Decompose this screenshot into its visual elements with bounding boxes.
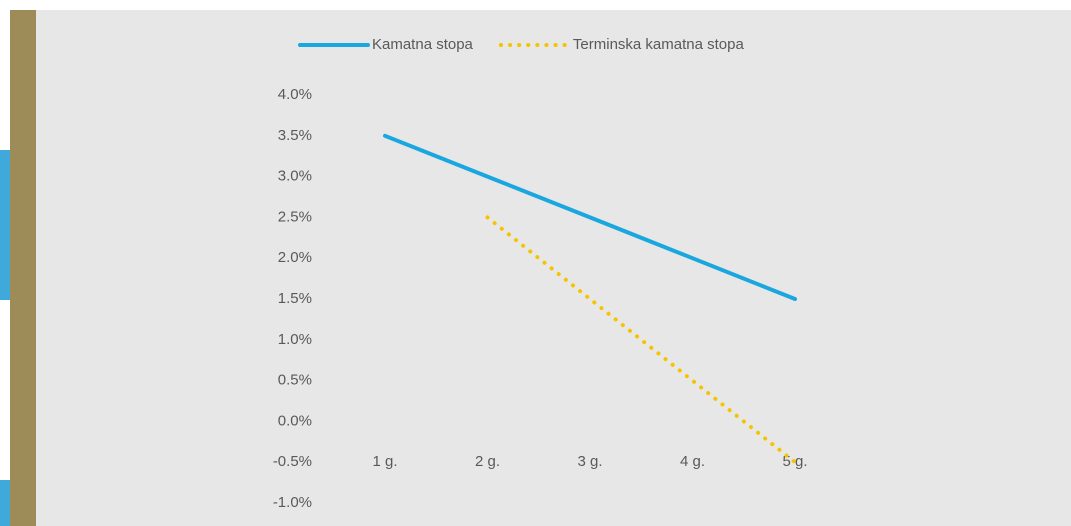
- x-tick-label: 4 g.: [680, 453, 705, 470]
- y-tick-label: 2.0%: [278, 249, 312, 266]
- x-tick-label: 2 g.: [475, 453, 500, 470]
- legend-label: Terminska kamatna stopa: [573, 36, 745, 53]
- series-line: [485, 215, 797, 465]
- x-tick-label: 3 g.: [577, 453, 602, 470]
- y-tick-label: -0.5%: [273, 453, 312, 470]
- x-tick-label: 1 g.: [372, 453, 397, 470]
- series-line: [383, 133, 797, 301]
- y-tick-label: 4.0%: [278, 86, 312, 103]
- y-tick-label: 0.5%: [278, 372, 312, 389]
- y-tick-label: -1.0%: [273, 494, 312, 511]
- side-strip: [10, 10, 36, 526]
- legend-label: Kamatna stopa: [372, 36, 474, 53]
- side-accent: [0, 150, 10, 300]
- y-tick-label: 1.5%: [278, 290, 312, 307]
- y-tick-label: 1.0%: [278, 331, 312, 348]
- y-tick-label: 3.5%: [278, 127, 312, 144]
- y-tick-label: 0.0%: [278, 412, 312, 429]
- y-tick-label: 3.0%: [278, 168, 312, 185]
- side-accent: [0, 480, 10, 526]
- y-tick-label: 2.5%: [278, 208, 312, 225]
